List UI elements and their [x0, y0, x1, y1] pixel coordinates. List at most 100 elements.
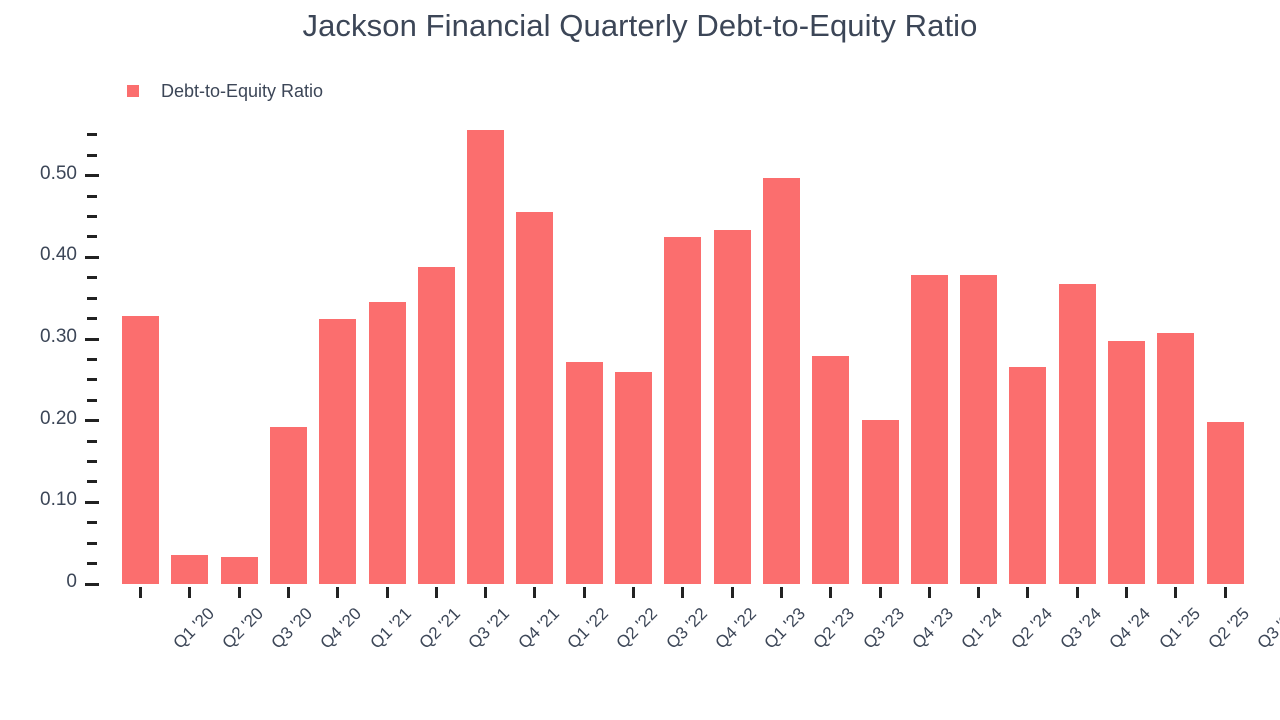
- y-axis-minor-tick: [87, 133, 97, 137]
- x-axis-tick-mark: [385, 587, 389, 598]
- y-axis-minor-tick: [87, 521, 97, 525]
- y-axis-minor-tick: [87, 194, 97, 198]
- bar[interactable]: [1157, 333, 1195, 584]
- x-axis-tick-mark: [730, 587, 734, 598]
- x-axis-tick-label: Q4 '21: [514, 604, 563, 653]
- x-axis-tick-label: Q1 '21: [366, 604, 415, 653]
- bar[interactable]: [565, 361, 603, 584]
- y-axis-minor-tick: [87, 378, 97, 382]
- x-axis-tick-mark: [1125, 587, 1128, 598]
- x-axis-tick-label: Q2 '21: [415, 604, 464, 653]
- x-axis-tick-label: Q1 '22: [563, 604, 612, 653]
- bar[interactable]: [910, 275, 948, 584]
- y-axis-minor-tick: [87, 480, 97, 484]
- bar[interactable]: [171, 555, 209, 584]
- bar[interactable]: [713, 230, 751, 584]
- x-axis-tick-label: Q3 '23: [859, 604, 908, 653]
- y-axis-tick-mark: [85, 337, 99, 341]
- legend-swatch-icon: [127, 85, 139, 97]
- x-axis-tick-label: Q4 '24: [1105, 604, 1155, 653]
- x-axis-tick-label: Q1 '25: [1155, 604, 1204, 653]
- y-axis-tick-label: 0.40: [40, 244, 77, 266]
- bar[interactable]: [812, 356, 850, 584]
- plot-area: [107, 120, 1244, 584]
- bar-series: [107, 120, 1244, 584]
- x-axis-tick-mark: [533, 587, 537, 598]
- x-axis-tick-mark: [1174, 587, 1178, 598]
- x-axis-tick-label: Q1 '24: [957, 604, 1007, 653]
- y-axis-tick-label: 0: [66, 571, 77, 592]
- y-axis-minor-tick: [87, 439, 97, 443]
- x-axis-tick-mark: [286, 587, 290, 598]
- x-axis-tick-mark: [681, 587, 685, 598]
- bar[interactable]: [1058, 284, 1096, 584]
- y-axis-minor-tick: [87, 215, 97, 219]
- y-axis-minor-tick: [87, 541, 97, 545]
- bar[interactable]: [220, 557, 258, 584]
- x-axis-tick-label: Q1 '23: [760, 604, 810, 653]
- y-axis-minor-tick: [87, 460, 97, 463]
- x-axis-tick-label: Q3 '21: [464, 604, 514, 653]
- x-axis-tick-mark: [336, 587, 340, 598]
- chart-title: Jackson Financial Quarterly Debt-to-Equi…: [302, 8, 978, 43]
- bar[interactable]: [1108, 341, 1145, 584]
- x-axis-tick-label: Q3 '22: [662, 604, 711, 653]
- y-axis-tick-mark: [85, 174, 99, 178]
- bar[interactable]: [467, 129, 505, 584]
- x-axis-tick-mark: [632, 587, 635, 598]
- y-axis-tick-mark: [85, 500, 99, 504]
- bar[interactable]: [960, 275, 998, 584]
- x-axis-tick-mark: [829, 587, 833, 598]
- y-axis-minor-tick: [87, 562, 97, 566]
- bar[interactable]: [1206, 422, 1244, 584]
- x-axis-tick-label: Q2 '24: [1007, 604, 1056, 653]
- x-axis-tick-label: Q4 '22: [711, 604, 760, 653]
- bar[interactable]: [615, 371, 652, 584]
- bar[interactable]: [269, 427, 307, 584]
- y-axis-minor-tick: [87, 276, 97, 280]
- x-axis-tick-label: Q2 '25: [1204, 604, 1253, 653]
- x-axis-tick-mark: [434, 587, 438, 598]
- y-axis-tick-mark: [85, 255, 99, 259]
- x-axis-tick-mark: [484, 587, 488, 598]
- x-axis-tick-mark: [582, 587, 586, 598]
- bar[interactable]: [319, 319, 357, 584]
- x-axis-tick-mark: [1223, 587, 1227, 598]
- x-axis-tick-label: Q1 '20: [169, 604, 218, 653]
- x-axis-tick-label: Q2 '23: [809, 604, 859, 653]
- y-axis-tick-label: 0.20: [40, 407, 77, 429]
- y-axis-tick-label: 0.10: [40, 489, 77, 511]
- x-axis-tick-mark: [139, 587, 142, 598]
- y-axis-tick-label: 0.30: [40, 326, 77, 348]
- x-axis: Q1 '20 Q2 '20 Q3 '20 Q4 '20 Q1 '21 Q2 '21 Q3 '…: [107, 584, 1280, 720]
- x-axis-tick-label: Q3 '25: [1253, 604, 1280, 653]
- y-axis-tick-mark: [85, 582, 99, 586]
- bar[interactable]: [417, 267, 455, 584]
- y-axis-minor-tick: [87, 235, 97, 239]
- y-axis-tick-mark: [85, 419, 99, 423]
- y-axis-minor-tick: [87, 398, 97, 402]
- x-axis-tick-mark: [237, 587, 241, 598]
- y-axis-minor-tick: [87, 153, 97, 157]
- bar[interactable]: [368, 302, 406, 584]
- bar[interactable]: [861, 419, 899, 584]
- chart-legend: Debt-to-Equity Ratio: [127, 79, 323, 103]
- y-axis-minor-tick: [87, 317, 97, 321]
- x-axis-tick-label: Q4 '23: [908, 604, 957, 653]
- y-axis-tick-label: 0.50: [40, 162, 77, 184]
- x-axis-tick-mark: [927, 587, 931, 598]
- x-axis-tick-label: Q3 '20: [267, 604, 317, 653]
- y-axis-minor-tick: [87, 296, 97, 300]
- x-axis-tick-label: Q2 '20: [218, 604, 267, 653]
- bar[interactable]: [516, 212, 554, 584]
- x-axis-tick-label: Q3 '24: [1056, 604, 1105, 653]
- bar[interactable]: [664, 236, 702, 584]
- x-axis-tick-mark: [977, 587, 981, 598]
- legend-item-label: Debt-to-Equity Ratio: [161, 80, 324, 101]
- bar[interactable]: [762, 178, 800, 584]
- x-axis-tick-mark: [188, 587, 192, 598]
- x-axis-tick-label: Q2 '22: [612, 604, 662, 653]
- x-axis-tick-label: Q4 '20: [316, 604, 366, 653]
- bar[interactable]: [122, 316, 159, 584]
- bar[interactable]: [1009, 366, 1047, 584]
